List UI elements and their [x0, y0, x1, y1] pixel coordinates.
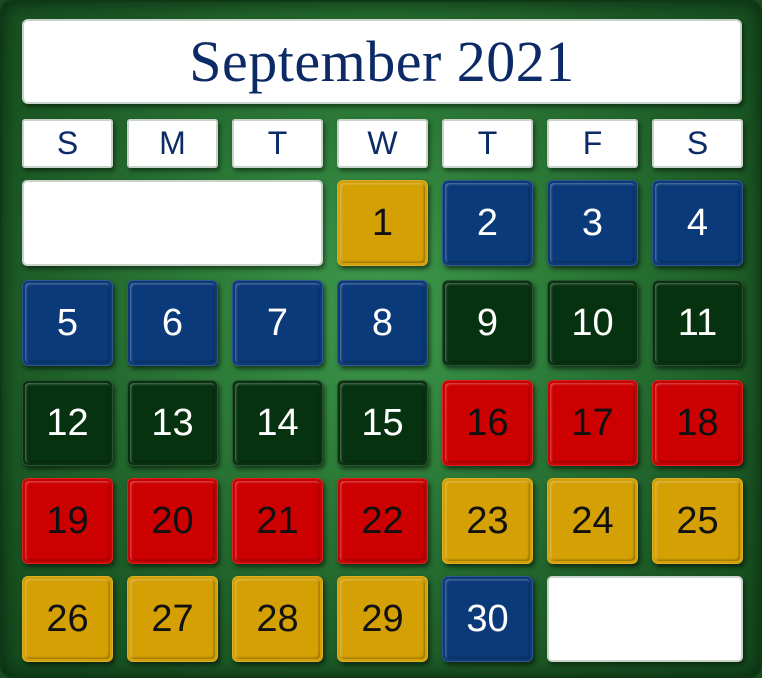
day-cell-30[interactable]: 30: [442, 576, 533, 662]
day-cell-15[interactable]: 15: [337, 380, 428, 466]
day-cell-14[interactable]: 14: [232, 380, 323, 466]
day-cell-6[interactable]: 6: [127, 280, 218, 366]
empty-trailing-cells: [547, 576, 743, 662]
day-cell-13[interactable]: 13: [127, 380, 218, 466]
day-cell-5[interactable]: 5: [22, 280, 113, 366]
weekday-monday: M: [127, 119, 218, 168]
weekday-wednesday: W: [337, 119, 428, 168]
day-cell-18[interactable]: 18: [652, 380, 743, 466]
month-title: September 2021: [189, 29, 575, 94]
day-cell-17[interactable]: 17: [547, 380, 638, 466]
weekday-thursday: T: [442, 119, 533, 168]
day-cell-9[interactable]: 9: [442, 280, 533, 366]
day-cell-10[interactable]: 10: [547, 280, 638, 366]
day-cell-11[interactable]: 11: [652, 280, 743, 366]
weekday-friday: F: [547, 119, 638, 168]
day-cell-2[interactable]: 2: [442, 180, 533, 266]
weekday-tuesday: T: [232, 119, 323, 168]
weekday-saturday: S: [652, 119, 743, 168]
day-cell-8[interactable]: 8: [337, 280, 428, 366]
month-title-box: September 2021: [22, 19, 742, 104]
day-cell-29[interactable]: 29: [337, 576, 428, 662]
day-cell-28[interactable]: 28: [232, 576, 323, 662]
day-cell-20[interactable]: 20: [127, 478, 218, 564]
day-cell-27[interactable]: 27: [127, 576, 218, 662]
empty-leading-cells: [22, 180, 323, 266]
day-cell-22[interactable]: 22: [337, 478, 428, 564]
day-cell-19[interactable]: 19: [22, 478, 113, 564]
weekday-sunday: S: [22, 119, 113, 168]
day-cell-7[interactable]: 7: [232, 280, 323, 366]
day-cell-21[interactable]: 21: [232, 478, 323, 564]
day-cell-3[interactable]: 3: [547, 180, 638, 266]
day-cell-16[interactable]: 16: [442, 380, 533, 466]
day-cell-24[interactable]: 24: [547, 478, 638, 564]
day-cell-25[interactable]: 25: [652, 478, 743, 564]
day-cell-12[interactable]: 12: [22, 380, 113, 466]
day-cell-1[interactable]: 1: [337, 180, 428, 266]
day-cell-23[interactable]: 23: [442, 478, 533, 564]
day-cell-26[interactable]: 26: [22, 576, 113, 662]
day-cell-4[interactable]: 4: [652, 180, 743, 266]
